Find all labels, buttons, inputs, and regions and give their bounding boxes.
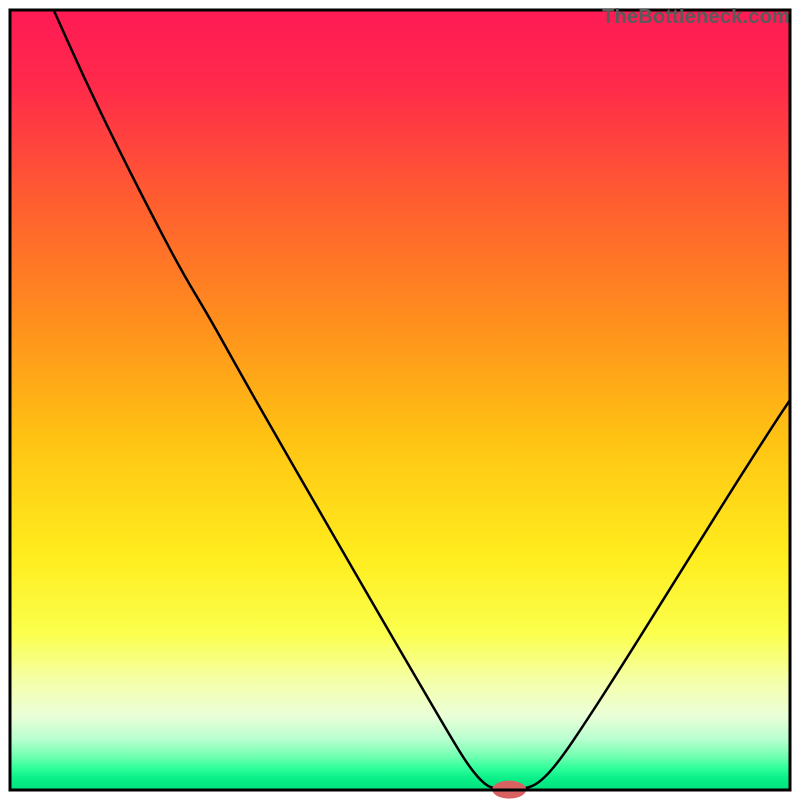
chart-container: TheBottleneck.com (0, 0, 800, 800)
attribution-text: TheBottleneck.com (602, 6, 790, 29)
plot-background (10, 10, 790, 790)
chart-svg (0, 0, 800, 800)
